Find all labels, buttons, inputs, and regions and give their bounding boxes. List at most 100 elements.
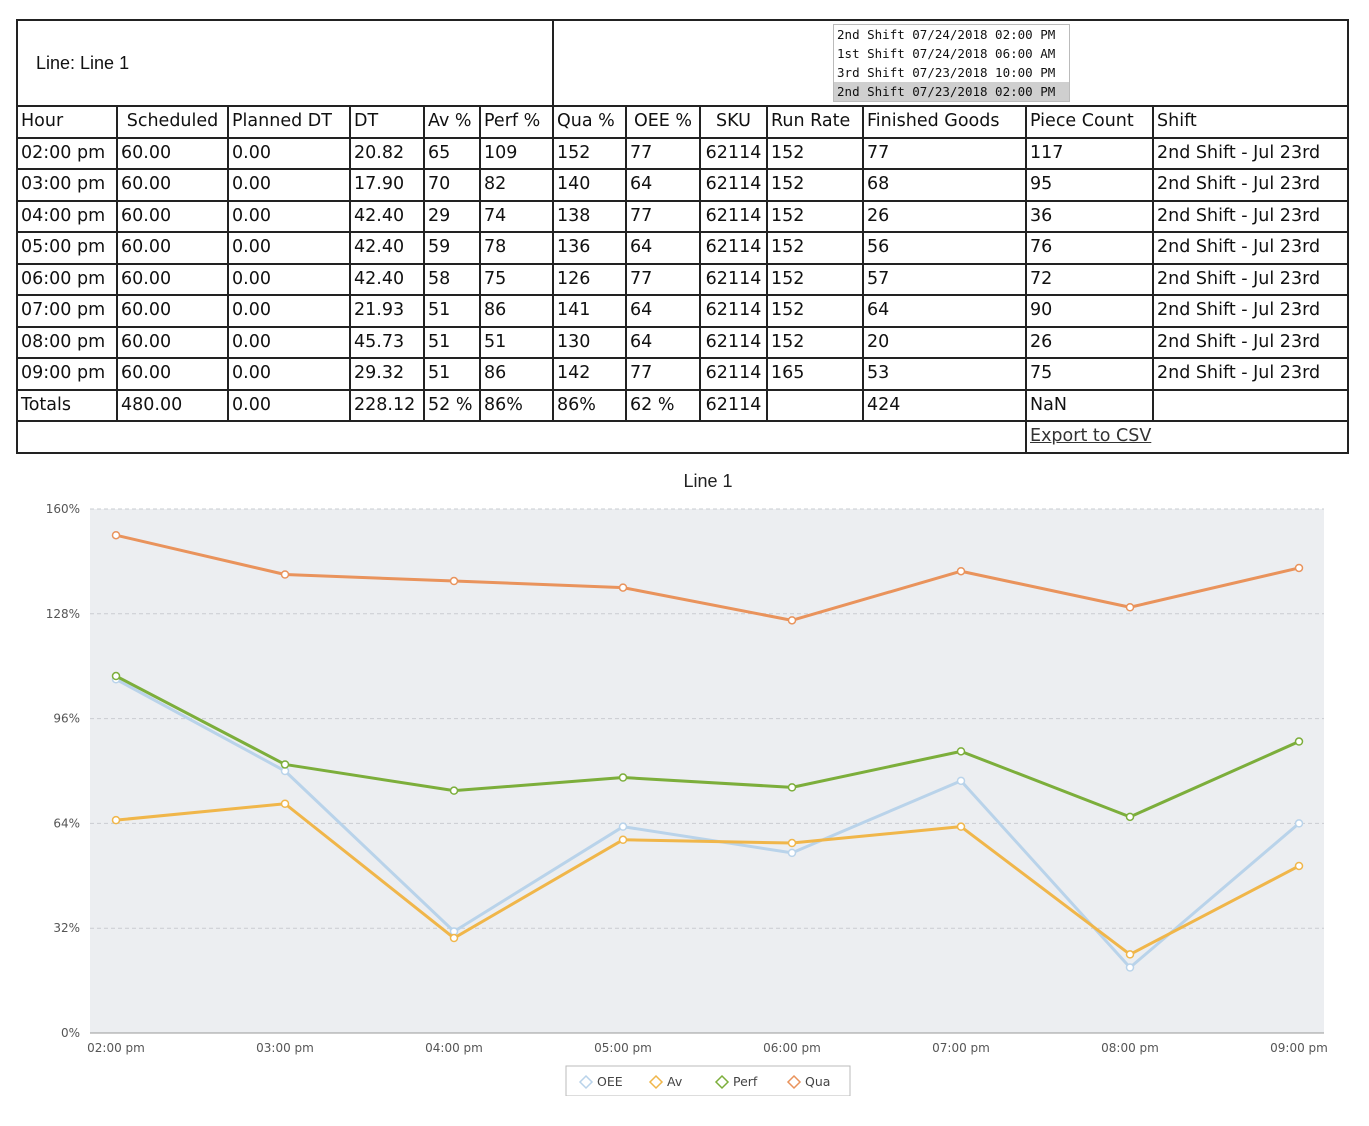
cell-perf: 82: [478, 168, 555, 202]
data-point-perf[interactable]: [787, 783, 797, 792]
table-row: 04:00 pm 60.00 0.00 42.40 29 74 138 77 62114 152 2…: [16, 199, 1350, 233]
data-point-qua[interactable]: [449, 576, 459, 586]
cell-sku: 62114: [699, 168, 769, 202]
data-point-perf[interactable]: [111, 671, 121, 681]
data-point-qua[interactable]: [618, 583, 628, 592]
data-point-oee[interactable]: [1294, 819, 1304, 828]
y-tick-label: 96%: [53, 712, 80, 726]
cell-oee: 64: [625, 231, 702, 265]
shift-option[interactable]: 2nd Shift 07/24/2018 02:00 PM: [837, 27, 1056, 42]
data-point-oee[interactable]: [956, 776, 966, 786]
cell-qua: 152: [552, 136, 628, 170]
shift-option[interactable]: 3rd Shift 07/23/2018 10:00 PM: [837, 65, 1056, 80]
cell-piece-count: 90: [1025, 294, 1155, 328]
legend-box: [565, 1065, 851, 1096]
column-header-sku: SKU: [699, 105, 769, 139]
data-point-qua[interactable]: [787, 616, 797, 625]
data-point-av[interactable]: [449, 933, 459, 943]
data-point-av[interactable]: [111, 815, 121, 825]
shift-option[interactable]: 1st Shift 07/24/2018 06:00 AM: [837, 46, 1056, 61]
data-point-qua[interactable]: [1294, 563, 1304, 573]
line-label: Line: Line 1: [15, 19, 555, 107]
data-point-qua[interactable]: [1125, 603, 1135, 612]
data-point-av[interactable]: [280, 799, 290, 808]
x-tick-label: 02:00 pm: [87, 1041, 145, 1055]
cell-scheduled: 60.00: [116, 357, 229, 391]
data-point-av[interactable]: [1125, 950, 1135, 959]
cell-oee: 77: [625, 357, 702, 391]
cell-piece-count: 26: [1025, 325, 1155, 359]
series-oee: [111, 675, 1304, 972]
table-row: 07:00 pm 60.00 0.00 21.93 51 86 141 64 62114 152 6…: [16, 294, 1350, 328]
cell-scheduled: 60.00: [116, 136, 229, 170]
cell-hour: 02:00 pm: [16, 136, 118, 170]
data-point-perf[interactable]: [280, 760, 290, 769]
x-tick-label: 06:00 pm: [763, 1041, 821, 1055]
cell-dt: 29.32: [349, 357, 425, 391]
y-tick-label: 32%: [53, 921, 80, 935]
cell-planned-dt: 0.00: [227, 357, 351, 391]
legend-item-qua[interactable]: Qua: [786, 1074, 830, 1090]
data-point-perf[interactable]: [1294, 737, 1304, 746]
shift-selector-list[interactable]: 2nd Shift 07/24/2018 02:00 PM 1st Shift 0…: [833, 24, 1071, 102]
cell-piece-count: 76: [1025, 231, 1155, 265]
cell-sku: 62114: [699, 262, 769, 296]
export-cell: Export to CSV: [1025, 420, 1350, 454]
legend-item-perf[interactable]: Perf: [714, 1074, 758, 1090]
cell-shift: 2nd Shift - Jul 23rd: [1152, 294, 1350, 328]
cell-dt: 20.82: [349, 136, 425, 170]
data-point-perf[interactable]: [956, 747, 966, 756]
data-point-perf[interactable]: [1125, 812, 1135, 822]
cell-perf: 74: [478, 199, 555, 233]
x-tick-label: 07:00 pm: [932, 1041, 990, 1055]
shift-option[interactable]: 2nd Shift 07/23/2018 02:00 PM: [834, 82, 1070, 101]
cell-run-rate: 152: [766, 294, 865, 328]
data-point-qua[interactable]: [280, 570, 290, 579]
data-point-av[interactable]: [618, 835, 628, 845]
data-point-oee[interactable]: [1125, 963, 1135, 972]
series-line-av: [115, 802, 1300, 956]
cell-sku: 62114: [699, 325, 769, 359]
legend-item-av[interactable]: Av: [648, 1074, 683, 1090]
grid-lines: [90, 508, 1324, 1034]
cell-piece-count: 72: [1025, 262, 1155, 296]
cell-dt: 45.73: [349, 325, 425, 359]
data-point-av[interactable]: [1294, 861, 1304, 871]
legend-marker-icon: [714, 1074, 730, 1090]
column-header-planned-dt: Planned DT: [227, 105, 351, 139]
data-point-oee[interactable]: [787, 848, 797, 858]
cell-finished-goods: 64: [862, 294, 1028, 328]
series-perf: [111, 671, 1304, 822]
data-point-perf[interactable]: [618, 773, 628, 782]
table-row: 09:00 pm 60.00 0.00 29.32 51 86 142 77 62114 165 5…: [16, 357, 1350, 391]
cell-finished-goods: 26: [862, 199, 1028, 233]
cell-dt: 42.40: [349, 231, 425, 265]
cell-dt: 42.40: [349, 262, 425, 296]
cell-run-rate: 152: [766, 168, 865, 202]
export-csv-link[interactable]: Export to CSV: [1030, 426, 1152, 447]
data-point-av[interactable]: [787, 838, 797, 848]
data-point-oee[interactable]: [618, 822, 628, 831]
cell-shift: 2nd Shift - Jul 23rd: [1152, 357, 1350, 391]
cell-av: 59: [423, 231, 481, 265]
plot-background: [90, 509, 1324, 1033]
cell-av: 70: [423, 168, 481, 202]
y-tick-label: 128%: [46, 607, 80, 621]
cell-run-rate: 152: [766, 136, 865, 170]
column-header-hour: Hour: [16, 105, 118, 139]
x-axis-labels: 02:00 pm 03:00 pm 04:00 pm 05:00 pm 06:00 pm…: [87, 1041, 1328, 1055]
legend-label: Perf: [733, 1074, 758, 1089]
total-piece-count: NaN: [1025, 388, 1155, 422]
data-point-av[interactable]: [956, 822, 966, 831]
cell-qua: 141: [552, 294, 628, 328]
legend-label: Av: [667, 1074, 683, 1089]
data-rows: 02:00 pm 60.00 0.00 20.82 65 109 152 77 62114 152…: [16, 136, 1350, 391]
cell-sku: 62114: [699, 199, 769, 233]
data-point-perf[interactable]: [449, 786, 459, 795]
data-point-qua[interactable]: [111, 530, 121, 540]
data-point-qua[interactable]: [956, 566, 966, 576]
cell-oee: 77: [625, 136, 702, 170]
cell-shift: 2nd Shift - Jul 23rd: [1152, 136, 1350, 170]
cell-planned-dt: 0.00: [227, 262, 351, 296]
legend-item-oee[interactable]: OEE: [578, 1074, 623, 1090]
